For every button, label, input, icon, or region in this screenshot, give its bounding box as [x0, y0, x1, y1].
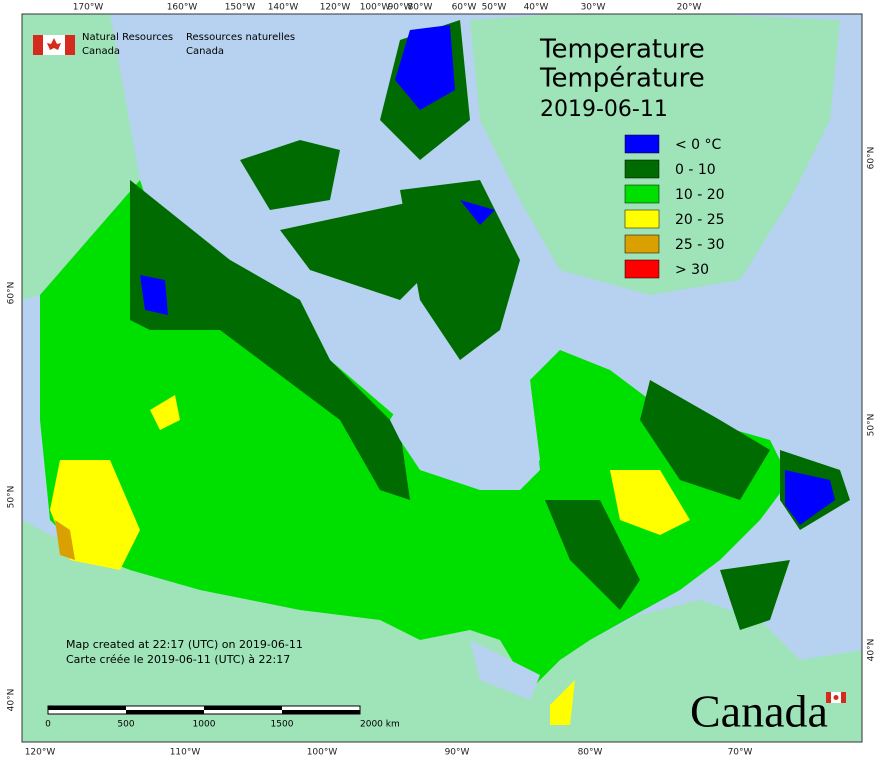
- legend: < 0 °C 0 - 10 10 - 20 20 - 25 25 - 30 > 30: [624, 134, 725, 279]
- graticule-left: 60°N: [7, 282, 17, 305]
- department-en: Canada: [82, 46, 120, 57]
- legend-swatch: [624, 234, 660, 254]
- legend-label: < 0 °C: [675, 137, 722, 153]
- graticule-top: 100°W: [360, 3, 391, 13]
- department-fr: Canada: [186, 46, 224, 57]
- footer-line: Carte créée le 2019-06-11 (UTC) à 22:17: [66, 653, 290, 666]
- scale-label: 0: [45, 720, 51, 730]
- graticule-top: 90°W: [388, 3, 413, 13]
- graticule-top: 150°W: [225, 3, 256, 13]
- legend-label: 25 - 30: [675, 237, 725, 253]
- legend-swatch: [624, 184, 660, 204]
- scale-label: 1500: [271, 720, 294, 730]
- department-fr: Ressources naturelles: [186, 32, 295, 43]
- graticule-top: 60°W: [452, 3, 477, 13]
- scale-label: 500: [117, 720, 134, 730]
- scale-label: 2000 km: [360, 720, 400, 730]
- legend-swatch: [624, 209, 660, 229]
- map-title: Temperature: [539, 35, 705, 65]
- graticule-left: 40°N: [7, 689, 17, 712]
- nrcan-flag: [33, 35, 75, 55]
- graticule-right: 40°N: [867, 639, 877, 662]
- graticule-bottom: 90°W: [445, 748, 470, 758]
- graticule-right: 60°N: [867, 147, 877, 170]
- department-en: Natural Resources: [82, 32, 173, 43]
- scale-label: 1000: [193, 720, 216, 730]
- graticule-top: 40°W: [524, 3, 549, 13]
- graticule-left: 50°N: [7, 486, 17, 509]
- map-title: Température: [539, 64, 705, 94]
- graticule-bottom: 80°W: [578, 748, 603, 758]
- graticule-top: 20°W: [677, 3, 702, 13]
- scale-labels: 0 500 1000 1500 2000 km: [45, 720, 400, 730]
- graticule-bottom: 120°W: [25, 748, 56, 758]
- graticule-top: 80°W: [408, 3, 433, 13]
- legend-swatch: [624, 134, 660, 154]
- graticule-top: 50°W: [482, 3, 507, 13]
- graticule-right: 50°N: [867, 414, 877, 437]
- graticule-bottom: 110°W: [170, 748, 201, 758]
- footer-line: Map created at 22:17 (UTC) on 2019-06-11: [66, 638, 303, 651]
- graticule-labels: 170°W 160°W 150°W 140°W 120°W 100°W90°W80°W 60…: [7, 3, 877, 758]
- scale-bar: [47, 705, 361, 715]
- legend-label: 10 - 20: [675, 187, 725, 203]
- legend-swatch: [624, 159, 660, 179]
- legend-swatch: [624, 259, 660, 279]
- map-frame: [21, 13, 863, 743]
- graticule-bottom: 100°W: [307, 748, 338, 758]
- graticule-top: 170°W: [73, 3, 104, 13]
- graticule-top: 30°W: [581, 3, 606, 13]
- graticule-top: 160°W: [167, 3, 198, 13]
- foreign-land: [22, 14, 862, 742]
- graticule-bottom: 70°W: [728, 748, 753, 758]
- legend-label: 0 - 10: [675, 162, 716, 178]
- legend-label: 20 - 25: [675, 212, 725, 228]
- canada-temperature: [40, 20, 850, 725]
- wordmark-flag: [826, 692, 846, 703]
- canada-wordmark: Canada: [690, 686, 828, 737]
- graticule-top: 120°W: [320, 3, 351, 13]
- map-date: 2019-06-11: [540, 97, 668, 122]
- legend-label: > 30: [675, 262, 709, 278]
- graticule-top: 140°W: [268, 3, 299, 13]
